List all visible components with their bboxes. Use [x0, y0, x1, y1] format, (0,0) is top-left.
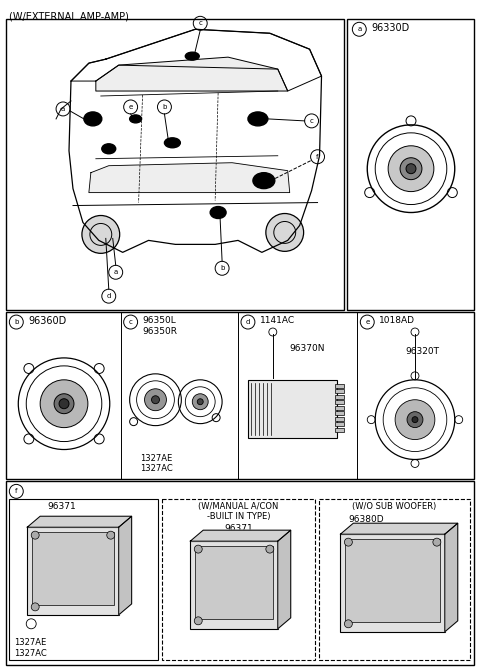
Bar	[346, 539, 440, 622]
Circle shape	[192, 394, 208, 410]
Text: a: a	[357, 26, 361, 32]
Bar	[336, 400, 344, 404]
Circle shape	[388, 146, 434, 192]
Circle shape	[40, 380, 88, 427]
Circle shape	[194, 545, 202, 553]
Text: 96371: 96371	[224, 524, 253, 533]
Text: (W/O SUB WOOFER): (W/O SUB WOOFER)	[352, 503, 436, 511]
Ellipse shape	[248, 112, 268, 126]
Circle shape	[107, 531, 115, 539]
Bar	[336, 389, 344, 393]
Bar	[248, 380, 337, 437]
Polygon shape	[96, 57, 288, 91]
Bar	[336, 384, 344, 388]
Circle shape	[406, 164, 416, 174]
Ellipse shape	[84, 112, 102, 126]
Text: c: c	[310, 118, 313, 124]
Ellipse shape	[185, 52, 199, 60]
Bar	[336, 411, 344, 415]
Text: 96350R: 96350R	[143, 327, 178, 336]
Text: (W/MANUAL A/CON: (W/MANUAL A/CON	[198, 503, 279, 511]
Bar	[336, 395, 344, 399]
Bar	[195, 546, 273, 619]
Circle shape	[82, 215, 120, 254]
Text: 1327AC: 1327AC	[14, 649, 47, 658]
Circle shape	[54, 394, 74, 414]
Circle shape	[400, 158, 422, 180]
Circle shape	[31, 603, 39, 611]
Ellipse shape	[165, 138, 180, 148]
Text: (W/EXTERNAL AMP-AMP): (W/EXTERNAL AMP-AMP)	[9, 11, 129, 21]
Polygon shape	[89, 163, 290, 193]
Text: e: e	[365, 319, 370, 325]
Text: 1018AD: 1018AD	[379, 316, 415, 325]
Bar	[319, 499, 469, 660]
Bar	[336, 406, 344, 410]
Polygon shape	[119, 516, 132, 615]
Circle shape	[412, 417, 418, 423]
Bar	[162, 499, 314, 660]
Ellipse shape	[102, 144, 116, 154]
Ellipse shape	[130, 115, 142, 123]
Bar	[348, 19, 474, 310]
Circle shape	[395, 400, 435, 440]
Text: c: c	[198, 20, 202, 26]
Circle shape	[144, 389, 167, 411]
Text: 96380D: 96380D	[348, 515, 384, 524]
Circle shape	[31, 531, 39, 539]
Circle shape	[344, 620, 352, 628]
Text: 96330D: 96330D	[371, 23, 409, 34]
Text: b: b	[14, 319, 19, 325]
Circle shape	[433, 538, 441, 546]
Text: 96360D: 96360D	[28, 316, 67, 326]
Polygon shape	[27, 516, 132, 527]
Bar	[6, 312, 474, 479]
Bar	[6, 19, 344, 310]
Text: c: c	[129, 319, 132, 325]
Text: d: d	[107, 293, 111, 299]
Text: 1141AC: 1141AC	[260, 316, 295, 325]
Text: b: b	[162, 104, 167, 110]
Text: b: b	[220, 265, 224, 271]
Bar	[336, 417, 344, 421]
Circle shape	[197, 399, 203, 405]
Text: 1327AC: 1327AC	[141, 464, 173, 474]
Circle shape	[59, 399, 69, 409]
Text: 96371: 96371	[47, 503, 76, 511]
Text: 1327AE: 1327AE	[141, 454, 173, 462]
Text: f: f	[15, 488, 18, 495]
Text: a: a	[114, 269, 118, 275]
Circle shape	[194, 617, 202, 625]
Polygon shape	[190, 530, 291, 541]
Text: d: d	[246, 319, 250, 325]
Bar	[190, 541, 278, 629]
Bar	[27, 527, 119, 615]
Circle shape	[407, 412, 423, 427]
Polygon shape	[278, 530, 291, 629]
Text: 1327AE: 1327AE	[14, 637, 47, 647]
Bar	[9, 499, 158, 660]
Bar	[6, 481, 474, 665]
Polygon shape	[340, 523, 458, 534]
Text: e: e	[129, 104, 133, 110]
Circle shape	[344, 538, 352, 546]
Bar	[336, 427, 344, 431]
Circle shape	[152, 396, 159, 404]
Text: f: f	[316, 154, 319, 160]
Text: 96320T: 96320T	[405, 347, 439, 356]
Text: a: a	[61, 106, 65, 112]
Polygon shape	[445, 523, 458, 632]
Bar	[340, 534, 445, 632]
Text: 96350L: 96350L	[143, 316, 176, 325]
Circle shape	[266, 213, 304, 252]
Bar	[32, 532, 114, 605]
Ellipse shape	[253, 172, 275, 189]
Text: 96370N: 96370N	[290, 344, 325, 353]
Text: -BUILT IN TYPE): -BUILT IN TYPE)	[207, 512, 270, 521]
Bar	[336, 422, 344, 426]
Circle shape	[266, 545, 274, 553]
Ellipse shape	[210, 207, 226, 219]
